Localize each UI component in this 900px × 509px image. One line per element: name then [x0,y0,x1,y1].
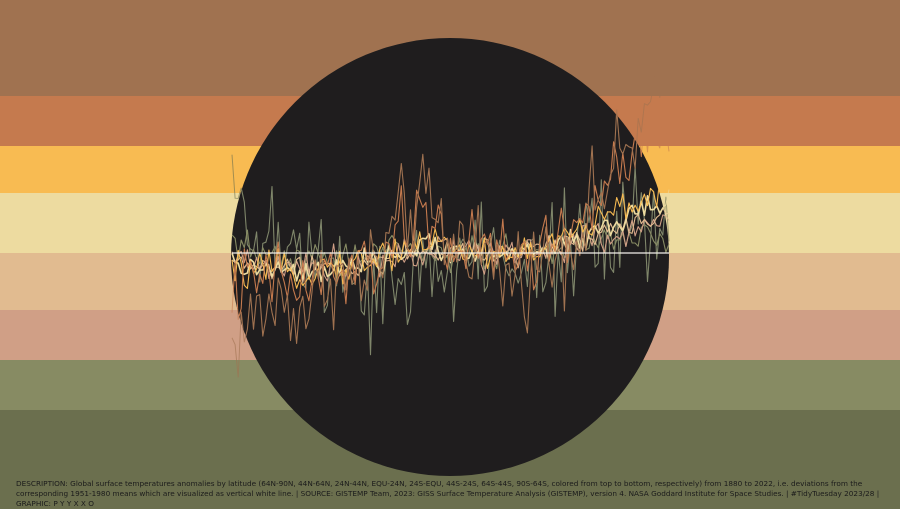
description-caption: DESCRIPTION: Global surface temperatures… [16,479,880,508]
series-line-EQU-24N [231,189,669,283]
series-line-24S-EQU [231,207,669,283]
inner-lines [231,52,669,378]
series-line-90S-64S [231,154,669,356]
series-line-44N-64N [231,108,669,321]
series-line-64N-90N [231,52,669,378]
